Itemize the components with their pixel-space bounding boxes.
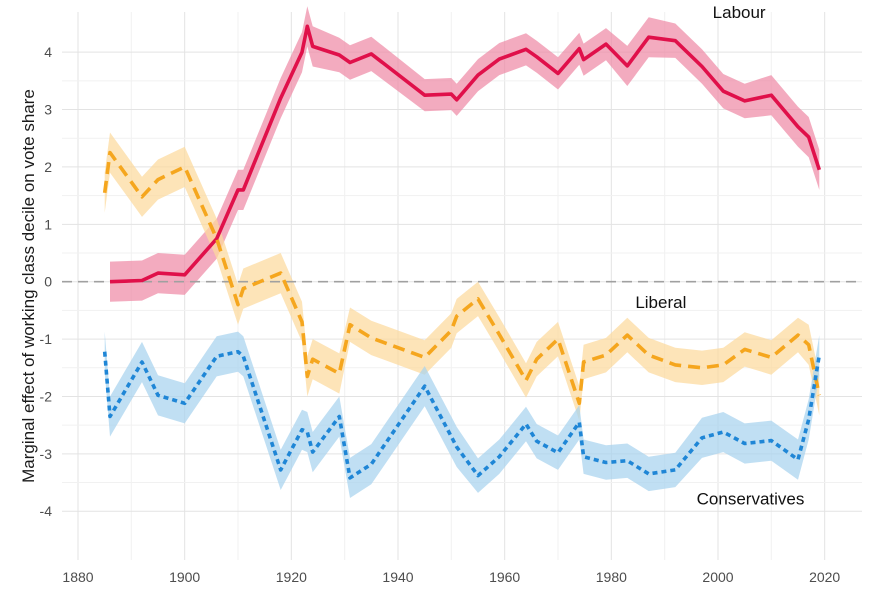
x-tick-label: 2020 [809, 569, 840, 585]
x-tick-label: 1920 [276, 569, 307, 585]
conservatives-annotation: Conservatives [697, 490, 805, 509]
y-tick-label: -1 [40, 331, 53, 347]
labour-annotation: Labour [713, 3, 766, 22]
liberal-annotation: Liberal [635, 293, 686, 312]
y-tick-label: 4 [44, 44, 52, 60]
y-tick-label: -2 [40, 388, 53, 404]
x-tick-label: 1960 [489, 569, 520, 585]
y-tick-label: 3 [44, 102, 52, 118]
x-axis-ticks: 1880 1900 1920 1940 1960 1980 2000 2020 [62, 569, 840, 585]
y-axis-ticks: -4 -3 -2 -1 0 1 2 3 4 [40, 44, 53, 519]
x-tick-label: 1900 [169, 569, 200, 585]
x-tick-label: 1880 [62, 569, 93, 585]
x-tick-label: 1940 [382, 569, 413, 585]
y-tick-label: -3 [40, 446, 53, 462]
x-tick-label: 1980 [596, 569, 627, 585]
x-tick-label: 2000 [702, 569, 733, 585]
y-tick-label: -4 [40, 503, 53, 519]
y-tick-label: 0 [44, 274, 52, 290]
y-tick-label: 2 [44, 159, 52, 175]
y-axis-label: Marginal effect of working class decile … [19, 89, 38, 483]
y-tick-label: 1 [44, 216, 52, 232]
